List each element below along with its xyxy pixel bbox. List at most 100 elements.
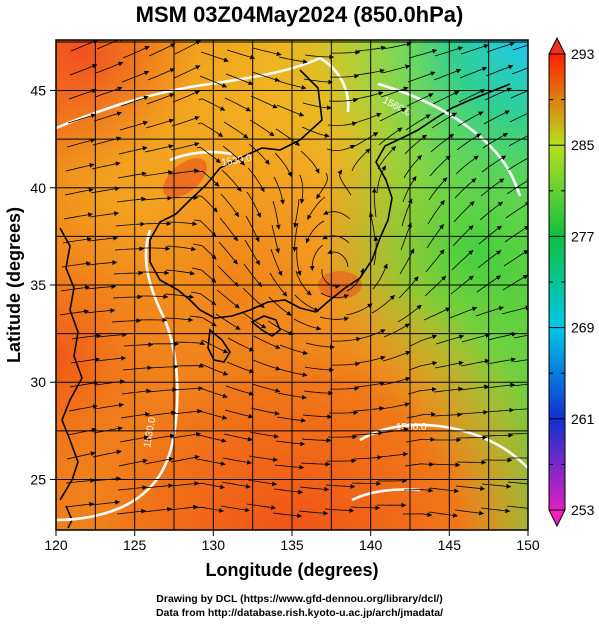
streamline-arrow: [174, 40, 201, 55]
streamline-arrow: [378, 127, 403, 146]
streamline-arrow: [459, 384, 490, 391]
streamline-arrow: [174, 363, 204, 368]
streamline-arrow: [403, 154, 422, 179]
streamline-arrow: [330, 49, 361, 55]
streamline-arrow: [226, 361, 255, 374]
streamline-arrow: [195, 482, 225, 490]
streamline-arrow: [485, 382, 516, 389]
streamline-arrow: [328, 410, 359, 416]
streamline-arrow: [305, 220, 325, 244]
streamline-arrow: [217, 265, 239, 287]
y-tick-label: 35: [30, 277, 46, 293]
streamline-arrow: [59, 309, 89, 316]
streamline-arrow: [327, 121, 357, 127]
streamline-arrow: [275, 128, 300, 146]
streamline-arrow: [351, 148, 371, 172]
streamline-arrow: [189, 315, 217, 327]
streamline-arrow: [140, 270, 170, 276]
streamline-arrow: [173, 65, 201, 79]
streamline-arrow: [456, 133, 482, 151]
streamline-arrow: [432, 91, 460, 105]
streamline-arrow: [352, 132, 379, 148]
colorbar-label: 269: [571, 320, 595, 336]
streamline-arrow: [169, 481, 200, 487]
streamline-arrow: [461, 333, 491, 343]
streamline-arrow: [432, 412, 463, 418]
streamline-arrow: [122, 365, 153, 371]
streamline-arrow: [513, 334, 528, 339]
credits: Drawing by DCL (https://www.gfd-dennou.o…: [0, 592, 599, 620]
streamline-arrow: [278, 368, 308, 378]
streamline-arrow: [301, 437, 332, 443]
streamline-arrow: [224, 409, 254, 419]
streamline-arrow: [115, 221, 146, 227]
streamline-arrow: [503, 250, 528, 267]
streamline-arrow: [327, 434, 358, 440]
streamline-arrow: [215, 313, 241, 330]
streamline-arrow: [353, 430, 384, 436]
streamline-arrow: [146, 93, 175, 105]
streamline-arrow: [88, 235, 119, 242]
streamline-arrow: [408, 361, 438, 371]
streamline-arrow: [219, 217, 238, 242]
streamline-arrow: [478, 225, 502, 245]
streamline-arrow: [307, 196, 326, 220]
streamline-arrow: [275, 440, 306, 447]
streamline-arrow: [225, 73, 254, 86]
streamline-arrow: [196, 458, 226, 466]
streamline-arrow: [223, 121, 249, 139]
streamline-arrow: [113, 270, 144, 276]
streamline-arrow: [64, 187, 94, 196]
streamline-arrow: [86, 284, 117, 290]
streamline-arrow: [403, 512, 433, 518]
colorbar-label: 285: [571, 137, 595, 153]
streamline-arrow: [424, 275, 447, 297]
streamline-arrow: [331, 336, 362, 342]
x-tick-label: 125: [123, 537, 147, 553]
streamline-arrow: [163, 317, 194, 323]
streamline-arrow: [224, 97, 252, 112]
streamline-arrow: [383, 323, 410, 338]
streamline-arrow: [170, 142, 200, 151]
streamline-arrow: [147, 68, 175, 81]
streamline-arrow: [142, 506, 173, 513]
streamline-arrow: [272, 200, 281, 230]
streamline-arrow: [250, 407, 280, 416]
streamline-arrow: [172, 408, 203, 415]
streamline-arrow: [248, 455, 278, 462]
streamline-arrow: [63, 212, 93, 220]
streamline-arrow: [196, 146, 221, 164]
streamline-arrow: [139, 294, 169, 300]
streamline-arrow: [172, 90, 201, 103]
x-tick-label: 145: [438, 537, 462, 553]
streamline-arrow: [409, 334, 438, 347]
streamline-arrow: [480, 507, 511, 514]
streamline-arrow: [69, 63, 98, 76]
x-tick-label: 140: [359, 537, 383, 553]
streamline-arrow: [201, 339, 229, 354]
streamline-arrow: [509, 433, 528, 435]
streamline-arrow: [268, 296, 292, 316]
streamline-arrow: [278, 56, 308, 64]
streamline-arrow: [304, 366, 335, 373]
streamline-arrow: [67, 427, 97, 436]
y-tick-label: 45: [30, 83, 46, 99]
streamline-arrow: [121, 70, 150, 83]
streamline-arrow: [89, 211, 119, 218]
streamline-arrow: [302, 102, 332, 111]
streamline-arrow: [171, 431, 201, 439]
streamline-arrow: [502, 274, 528, 291]
streamline-arrow: [120, 411, 150, 419]
credits-line-2: Data from http://database.rish.kyoto-u.a…: [155, 607, 444, 619]
streamline-arrow: [144, 144, 174, 153]
streamline-arrow: [250, 95, 278, 109]
streamline-arrow: [453, 201, 475, 223]
streamline-arrow: [253, 335, 281, 349]
streamline-arrow: [329, 386, 360, 391]
streamline-arrow: [398, 276, 419, 299]
streamline-arrow: [509, 112, 528, 123]
streamline-arrow: [452, 225, 474, 247]
streamline-arrow: [371, 187, 377, 218]
streamline-arrow: [67, 113, 96, 124]
streamline-arrow: [122, 45, 150, 59]
